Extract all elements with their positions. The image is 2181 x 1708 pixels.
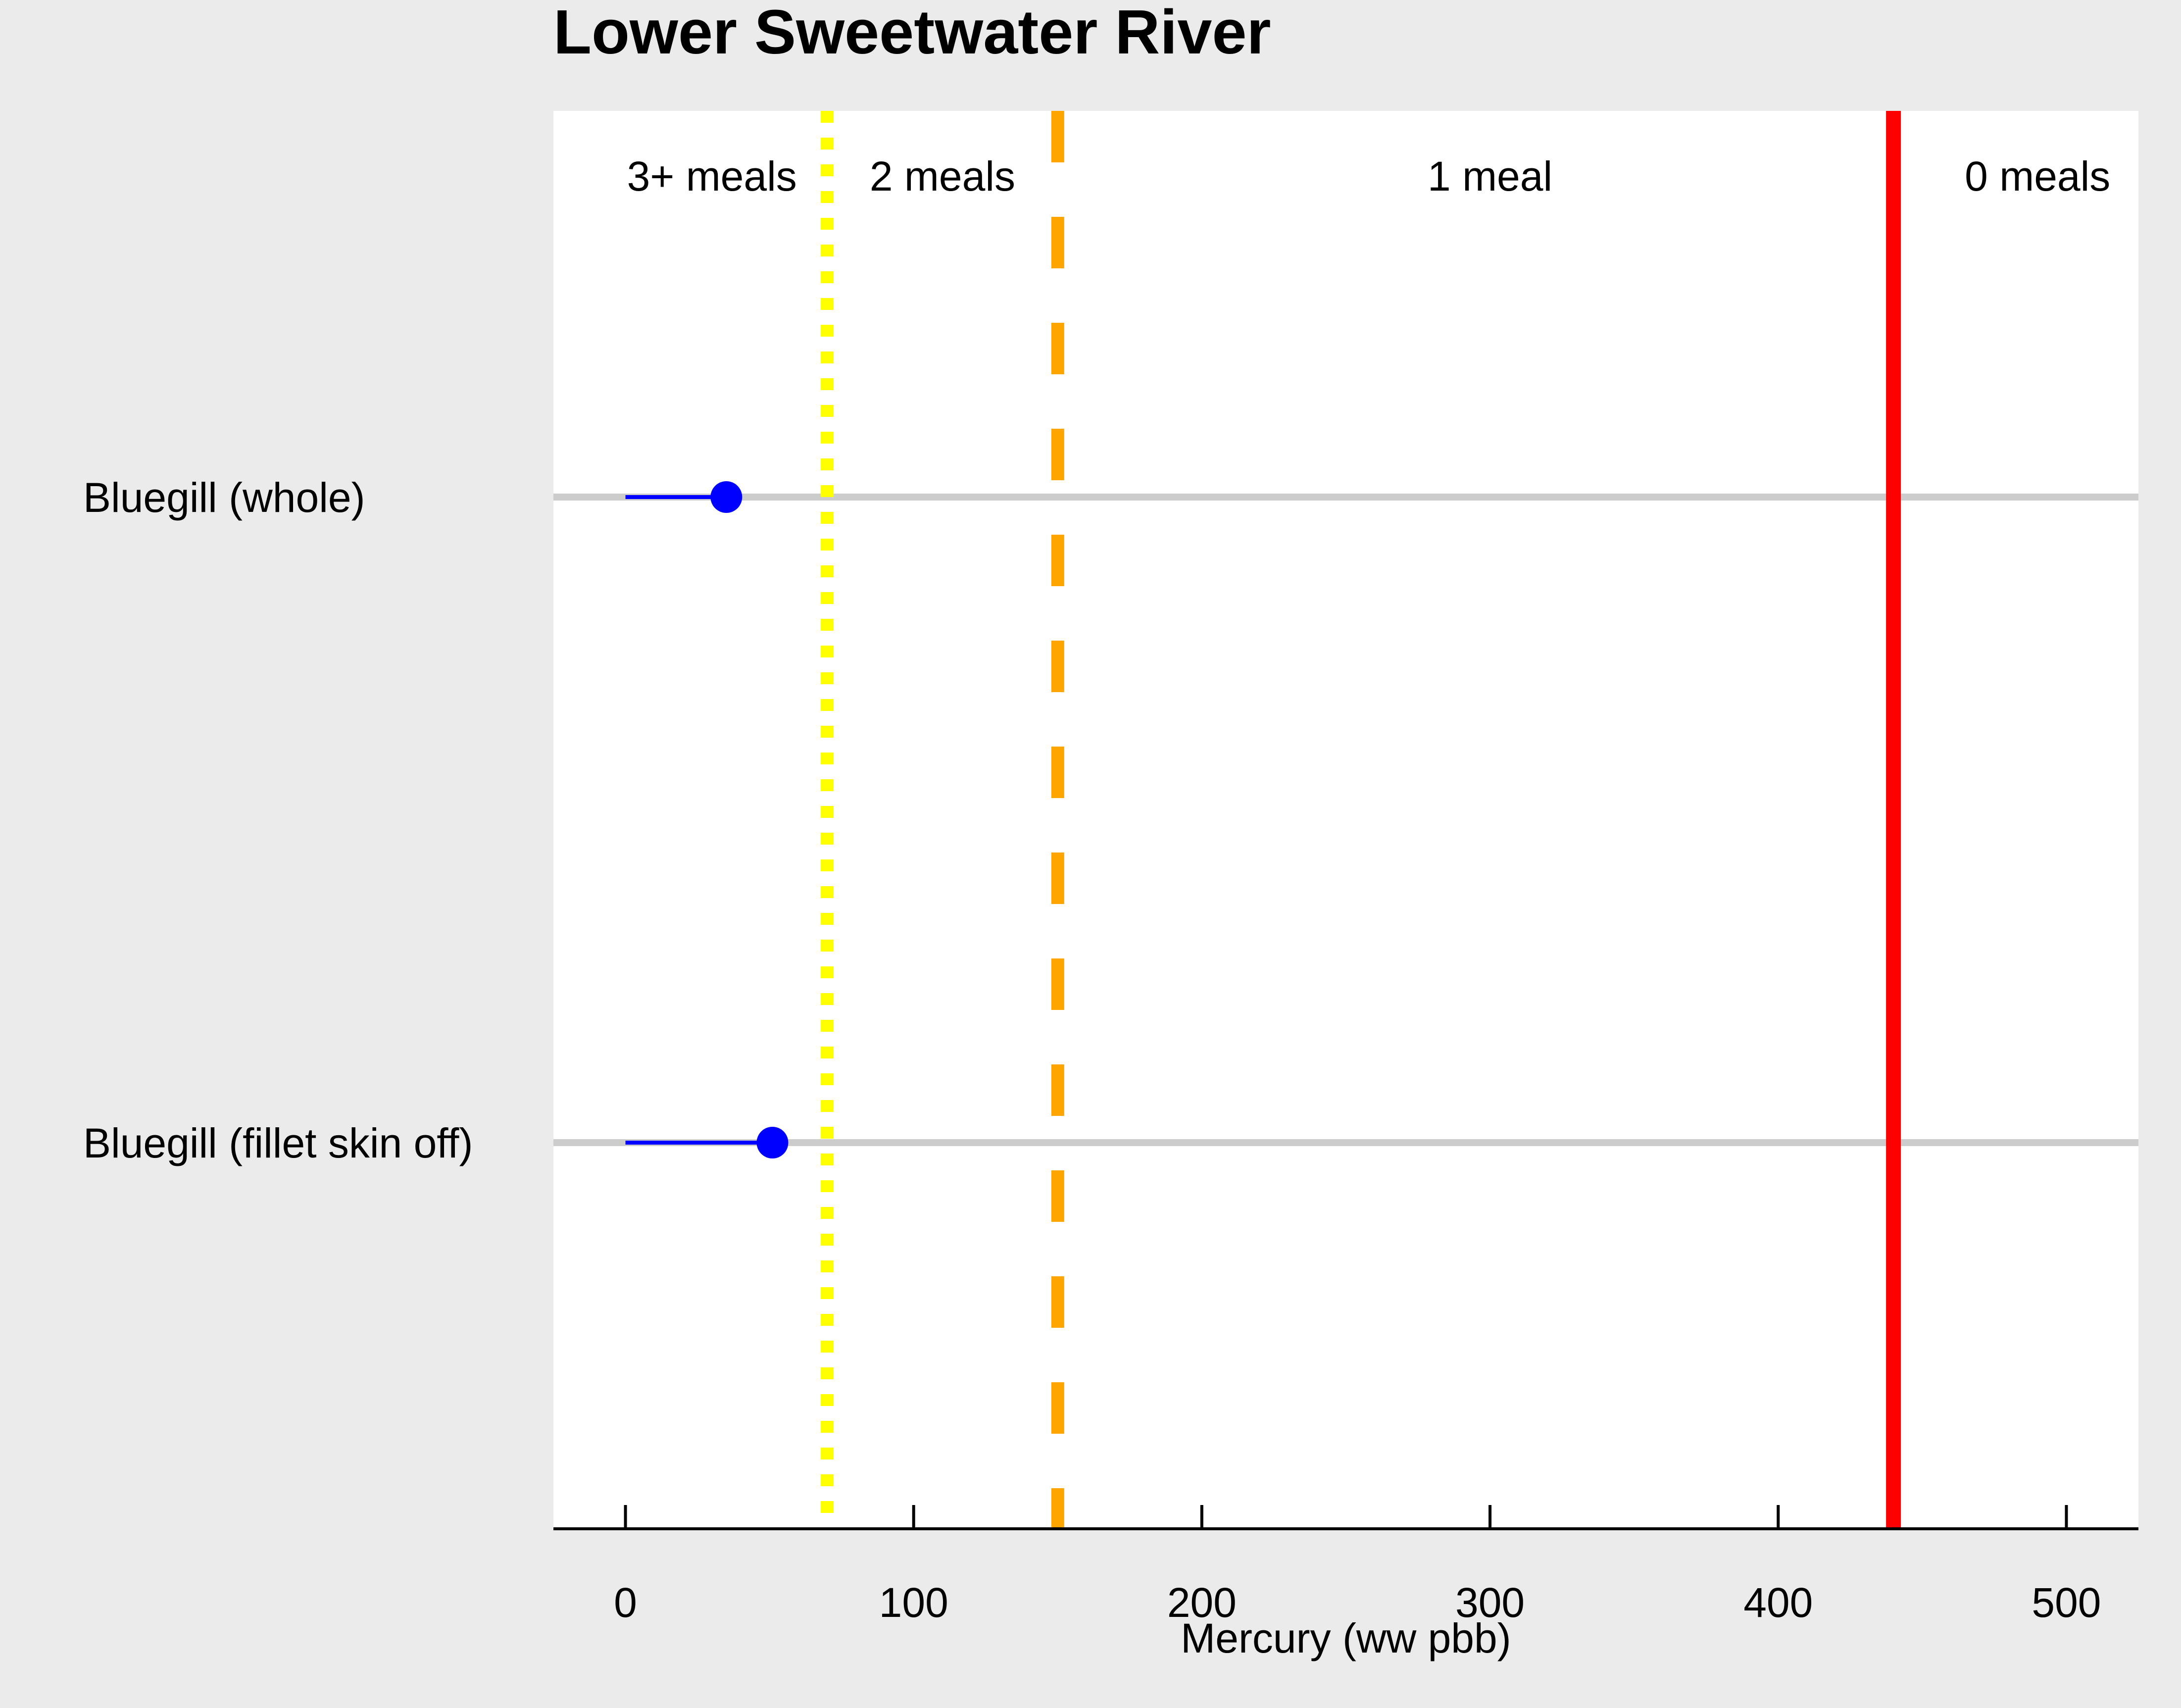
zone-label: 0 meals bbox=[1965, 153, 2110, 200]
threshold-lines bbox=[821, 111, 1901, 1529]
x-tick-label: 300 bbox=[1455, 1579, 1525, 1626]
x-tick-label: 0 bbox=[614, 1579, 637, 1626]
zone-labels: 3+ meals 2 meals 1 meal 0 meals bbox=[627, 153, 2111, 200]
zone-label: 3+ meals bbox=[627, 153, 797, 200]
category-labels: Bluegill (whole) Bluegill (fillet skin of… bbox=[83, 474, 473, 1166]
x-tick-label: 400 bbox=[1743, 1579, 1813, 1626]
x-tick-label: 100 bbox=[879, 1579, 948, 1626]
x-axis-ticks: 0 100 200 300 400 500 bbox=[614, 1505, 2101, 1626]
data-point bbox=[710, 481, 743, 513]
category-gridlines bbox=[553, 494, 2138, 1146]
category-label: Bluegill (whole) bbox=[83, 474, 365, 521]
zone-label: 1 meal bbox=[1428, 153, 1552, 200]
plot-panel bbox=[553, 111, 2138, 1529]
zone-label: 2 meals bbox=[870, 153, 1015, 200]
category-label: Bluegill (fillet skin off) bbox=[83, 1120, 473, 1166]
range-segments bbox=[625, 495, 773, 1145]
data-points bbox=[710, 481, 789, 1158]
x-tick-label: 500 bbox=[2032, 1579, 2101, 1626]
chart-title: Lower Sweetwater River bbox=[553, 0, 1271, 67]
data-point bbox=[756, 1127, 789, 1158]
x-tick-label: 200 bbox=[1167, 1579, 1237, 1626]
x-axis-label: Mercury (ww pbb) bbox=[1181, 1615, 1511, 1661]
